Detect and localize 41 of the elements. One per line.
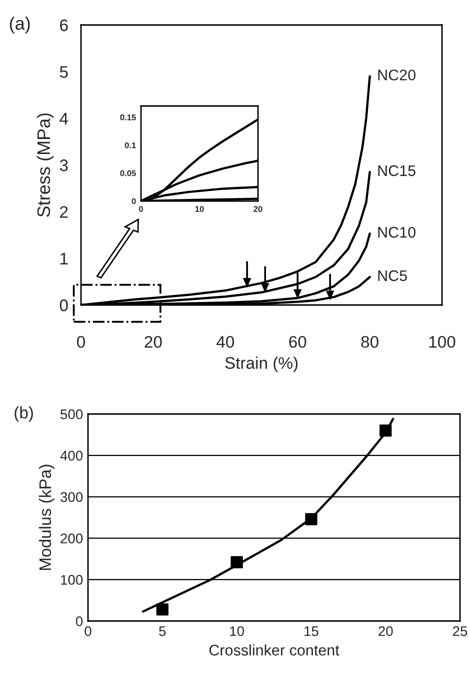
x-tick-label: 20 xyxy=(144,336,162,348)
y-axis-title: Modulus (kPa) xyxy=(38,464,54,570)
x-tick-label: 25 xyxy=(452,626,468,636)
series-label: NC10 xyxy=(378,226,416,238)
chart-title: (b) xyxy=(14,406,33,422)
y-tick-label: 0 xyxy=(132,198,136,204)
y-tick-label: 6 xyxy=(60,19,68,32)
x-tick-label: 10 xyxy=(230,626,244,636)
y-tick-label: 100 xyxy=(61,574,83,585)
x-tick-label: 20 xyxy=(378,626,393,636)
series-label: NC15 xyxy=(378,165,416,176)
y-tick-label: 0.15 xyxy=(120,114,136,120)
y-tick-label: 300 xyxy=(60,492,83,502)
x-tick-label: 10 xyxy=(195,206,204,212)
x-axis-title: Strain (%) xyxy=(225,356,298,372)
x-tick-label: 40 xyxy=(216,336,234,348)
x-tick-label: 60 xyxy=(289,336,306,348)
y-tick-label: 0 xyxy=(60,299,68,312)
x-tick-label: 5 xyxy=(159,626,166,636)
y-tick-label: 500 xyxy=(60,409,83,420)
x-tick-label: 20 xyxy=(254,206,262,212)
y-tick-label: 4 xyxy=(60,112,68,124)
y-axis-title: Stress (MPa) xyxy=(36,113,54,217)
x-tick-label: 15 xyxy=(304,626,318,636)
x-tick-label: 0 xyxy=(84,626,92,636)
y-tick-label: 5 xyxy=(60,66,68,78)
y-tick-label: 0.1 xyxy=(124,142,136,148)
y-tick-label: 3 xyxy=(60,159,68,172)
x-tick-label: 0 xyxy=(139,206,143,212)
x-tick-label: 80 xyxy=(361,336,378,348)
y-tick-label: 0 xyxy=(76,616,83,626)
y-tick-label: 2 xyxy=(60,206,68,218)
x-axis-title: Crosslinker content xyxy=(209,644,340,656)
y-tick-label: 400 xyxy=(60,450,83,461)
y-tick-label: 0.05 xyxy=(120,170,136,176)
x-tick-label: 100 xyxy=(429,336,456,348)
y-tick-label: 1 xyxy=(60,252,68,264)
series-label: NC5 xyxy=(378,270,407,282)
series-label: NC20 xyxy=(378,70,416,80)
chart-title: (a) xyxy=(10,16,30,34)
y-tick-label: 200 xyxy=(60,534,83,544)
